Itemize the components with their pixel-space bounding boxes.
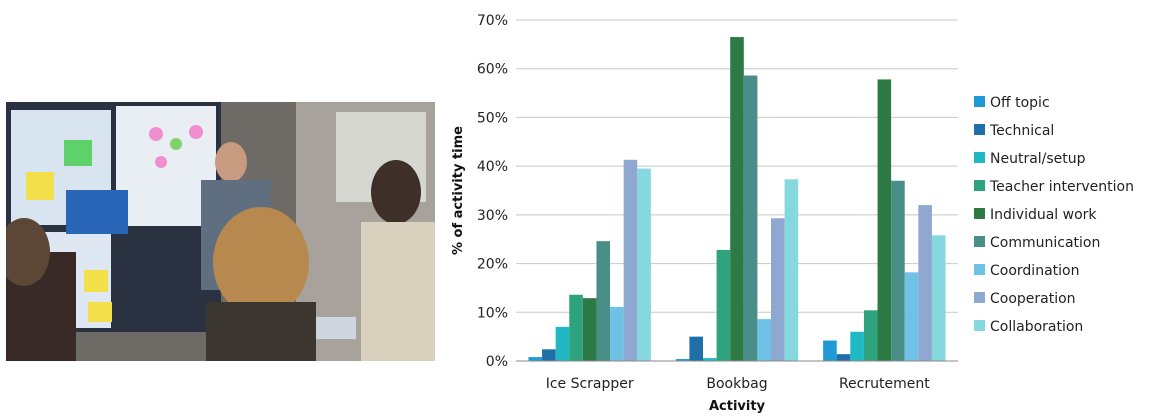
bar: [637, 168, 651, 361]
legend-swatch: [974, 96, 985, 107]
x-category-label: Ice Scrapper: [546, 376, 634, 392]
y-tick-label: 40%: [477, 159, 508, 175]
bar: [823, 340, 837, 361]
bar: [623, 159, 638, 361]
bar: [771, 218, 785, 361]
bars: [528, 37, 946, 362]
bar: [582, 298, 597, 361]
bar: [877, 79, 892, 361]
bar: [569, 294, 583, 361]
legend-label: Off topic: [990, 95, 1050, 111]
bar: [836, 354, 851, 361]
legend-label: Teacher intervention: [989, 179, 1134, 195]
legend-swatch: [974, 320, 985, 331]
bar: [850, 331, 864, 361]
bar: [863, 310, 878, 361]
y-tick-label: 70%: [477, 13, 508, 29]
y-tick-label: 30%: [477, 208, 508, 224]
y-tick-label: 0%: [486, 354, 508, 370]
y-tick-label: 10%: [477, 305, 508, 321]
legend-swatch: [974, 236, 985, 247]
y-tick-label: 60%: [477, 62, 508, 78]
bar: [610, 306, 624, 361]
classroom-photo: [6, 102, 435, 361]
bar: [891, 180, 905, 361]
legend-swatch: [974, 152, 985, 163]
bar: [555, 326, 570, 361]
bar: [596, 241, 611, 361]
legend-label: Communication: [990, 235, 1100, 251]
y-axis-title: % of activity time: [451, 126, 466, 255]
legend-swatch: [974, 124, 985, 135]
y-axis-ticks: 0% 10% 20% 30% 40% 50% 60% 70%: [477, 13, 508, 370]
x-axis-categories: Ice Scrapper Bookbag Recrutement: [546, 376, 931, 392]
legend-swatch: [974, 180, 985, 191]
bar: [931, 235, 946, 361]
bar: [689, 336, 703, 361]
x-axis-title: Activity: [709, 399, 766, 414]
bar: [784, 179, 799, 361]
bar: [730, 37, 744, 362]
legend-label: Technical: [989, 123, 1054, 139]
legend-swatch: [974, 264, 985, 275]
bar: [528, 357, 543, 361]
legend-label: Coordination: [990, 263, 1079, 279]
bar: [716, 249, 731, 361]
legend: Off topic Technical Neutral/setup Teacher i…: [974, 95, 1134, 335]
y-tick-label: 20%: [477, 257, 508, 273]
bar: [904, 272, 919, 361]
x-category-label: Bookbag: [706, 376, 767, 392]
bar: [703, 358, 717, 361]
bar: [675, 359, 690, 361]
bar: [918, 205, 932, 361]
legend-swatch: [974, 292, 985, 303]
legend-label: Cooperation: [990, 291, 1076, 307]
legend-label: Neutral/setup: [990, 151, 1086, 167]
x-category-label: Recrutement: [839, 376, 930, 392]
bar: [743, 75, 758, 361]
y-tick-label: 50%: [477, 110, 508, 126]
legend-label: Collaboration: [990, 319, 1083, 335]
legend-label: Individual work: [990, 207, 1097, 223]
legend-swatch: [974, 208, 985, 219]
bar: [542, 349, 556, 361]
bar: [757, 319, 771, 361]
